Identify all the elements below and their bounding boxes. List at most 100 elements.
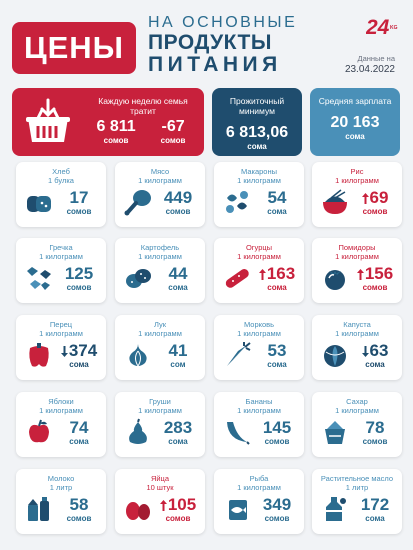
price-unit: сома — [168, 437, 188, 446]
eggs-icon — [126, 502, 150, 520]
weekly-spend-label: Каждую неделю семья тратит — [98, 96, 188, 116]
product-name: Макароны 1 килограмм — [214, 167, 304, 185]
average-salary-value: 20 163 — [330, 114, 380, 131]
logo-24kg: 24 KG — [366, 16, 398, 38]
product-price: 172 — [352, 496, 398, 514]
svg-text:24: 24 — [366, 16, 390, 38]
product-quantity: 1 килограмм — [138, 329, 182, 338]
product-quantity: 1 килограмм — [335, 406, 379, 415]
product-quantity: 1 литр — [345, 483, 369, 492]
product-quantity: 1 килограмм — [138, 252, 182, 261]
product-quantity: 1 литр — [49, 483, 73, 492]
weekly-change-unit: сомов — [160, 136, 186, 145]
product-price: 145 — [254, 419, 300, 437]
price-unit: сомов — [362, 207, 388, 216]
price-value: 283 — [163, 418, 193, 437]
product-title: Рис — [350, 167, 364, 176]
price-value: 349 — [262, 495, 292, 514]
product-title: Мясо — [150, 167, 170, 176]
product-quantity: 1 килограмм — [335, 329, 379, 338]
oil-icon — [326, 497, 346, 521]
price-value: 125 — [64, 264, 94, 283]
product-title: Груши — [149, 397, 171, 406]
average-salary-card: Средняя зарплата 20 163 сома — [310, 88, 400, 156]
product-title: Морковь — [243, 320, 275, 329]
product-name: Хлеб 1 булка — [16, 167, 106, 185]
product-quantity: 1 килограмм — [138, 176, 182, 185]
rice-icon — [323, 189, 347, 214]
price-unit: сома — [168, 283, 188, 292]
product-name: Сахар 1 килограмм — [312, 397, 402, 415]
potato-icon — [126, 269, 151, 288]
weekly-spend-unit: сомов — [103, 136, 129, 145]
bread-icon — [27, 196, 51, 212]
price-unit: сома — [267, 360, 287, 369]
arrow-down-icon — [361, 341, 370, 360]
product-name: Помидоры 1 килограмм — [312, 243, 402, 261]
carrot-icon — [227, 342, 251, 366]
price-unit: сома — [267, 207, 287, 216]
product-card: Картофель 1 килограмм 44 сома — [115, 238, 205, 303]
product-title: Молоко — [47, 474, 75, 483]
product-name: Молоко 1 литр — [16, 474, 106, 492]
living-minimum-unit: сома — [247, 142, 267, 151]
product-title: Растительное масло — [320, 474, 394, 483]
product-card: Молоко 1 литр 58 сомов — [16, 469, 106, 534]
product-price: 349 — [254, 496, 300, 514]
price-unit: сомов — [66, 207, 92, 216]
pepper-icon — [29, 343, 49, 367]
product-quantity: 1 килограмм — [39, 252, 83, 261]
price-value: 105 — [167, 495, 197, 514]
product-card: Мясо 1 килограмм 449 сомов — [115, 162, 205, 227]
product-title: Бананы — [245, 397, 273, 406]
svg-text:KG: KG — [390, 25, 398, 31]
product-card: Растительное масло 1 литр 172 сома — [312, 469, 402, 534]
price-unit: сомов — [165, 514, 191, 523]
product-title: Гречка — [49, 243, 73, 252]
product-name: Яблоки 1 килограмм — [16, 397, 106, 415]
product-quantity: 1 килограмм — [237, 483, 281, 492]
price-value: 41 — [168, 341, 188, 360]
product-title: Лук — [153, 320, 167, 329]
page-title: ЦЕНЫ — [12, 22, 136, 74]
arrow-up-icon — [361, 188, 370, 207]
price-value: 63 — [369, 341, 389, 360]
date-value: 23.04.2022 — [344, 64, 395, 75]
product-card: Морковь 1 килограмм 53 сома — [214, 315, 304, 380]
price-unit: сома — [365, 360, 385, 369]
pasta-icon — [226, 191, 248, 213]
product-title: Яйца — [150, 474, 170, 483]
product-name: Яйца 10 штук — [115, 474, 205, 492]
product-title: Картофель — [140, 243, 180, 252]
product-title: Капуста — [343, 320, 371, 329]
product-title: Яблоки — [48, 397, 74, 406]
price-value: 44 — [168, 264, 188, 283]
product-price: 53 — [254, 342, 300, 360]
product-price: 74 — [56, 419, 102, 437]
price-unit: сомов — [66, 514, 92, 523]
product-quantity: 1 килограмм — [335, 252, 379, 261]
product-quantity: 1 килограмм — [237, 329, 281, 338]
product-price: 58 — [56, 496, 102, 514]
product-name: Перец 1 килограмм — [16, 320, 106, 338]
price-value: 145 — [262, 418, 292, 437]
weekly-spend-value: 6 811 — [96, 118, 136, 135]
price-value: 17 — [69, 188, 89, 207]
product-quantity: 1 килограмм — [138, 406, 182, 415]
product-title: Огурцы — [245, 243, 273, 252]
product-name: Лук 1 килограмм — [115, 320, 205, 338]
product-quantity: 10 штук — [146, 483, 174, 492]
product-name: Бананы 1 килограмм — [214, 397, 304, 415]
product-name: Растительное масло 1 литр — [312, 474, 402, 492]
price-unit: сомов — [362, 437, 388, 446]
product-price: 105 — [155, 496, 201, 514]
product-card: Помидоры 1 килограмм 156 сомов — [312, 238, 402, 303]
living-minimum-label: Прожиточный минимум — [229, 96, 285, 116]
product-card: Капуста 1 килограмм 63 сома — [312, 315, 402, 380]
price-unit: сомов — [362, 283, 388, 292]
subtitle-line-3: ПИТАНИЯ — [148, 53, 282, 76]
product-title: Макароны — [241, 167, 277, 176]
cabbage-icon — [324, 345, 346, 367]
product-price: 283 — [155, 419, 201, 437]
product-quantity: 1 килограмм — [335, 176, 379, 185]
